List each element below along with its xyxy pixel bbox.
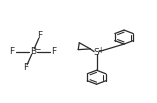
Text: S: S xyxy=(94,48,99,57)
Text: F: F xyxy=(23,63,28,72)
Text: +: + xyxy=(97,46,104,55)
Text: F: F xyxy=(52,47,57,56)
Text: −: − xyxy=(34,45,40,54)
Text: F: F xyxy=(38,31,43,40)
Text: F: F xyxy=(9,47,14,56)
Text: B: B xyxy=(30,47,36,56)
